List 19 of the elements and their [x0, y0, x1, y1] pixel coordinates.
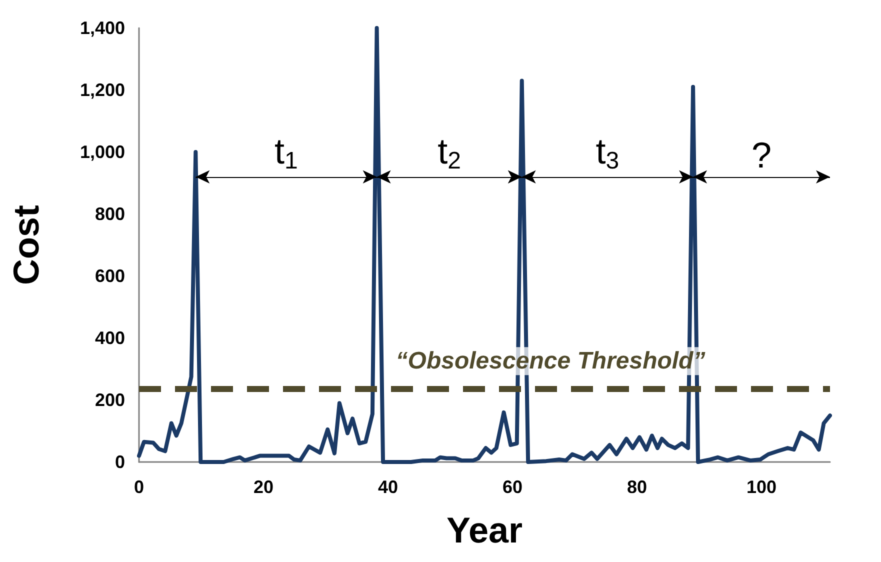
x-tick-label: 80 — [627, 477, 648, 497]
y-tick-label: 1,200 — [80, 80, 125, 100]
y-tick-label: 400 — [94, 328, 125, 348]
y-axis-title: Cost — [6, 204, 46, 285]
x-tick-label: 0 — [134, 477, 144, 497]
x-tick-label: 20 — [253, 477, 274, 497]
x-axis-title: Year — [446, 510, 523, 550]
y-tick-label: 600 — [94, 266, 125, 286]
x-tick-label: 40 — [378, 477, 398, 497]
ref-line-label: “Obsolescence Threshold” — [396, 348, 706, 375]
y-tick-label: 200 — [94, 390, 125, 410]
y-tick-label: 800 — [94, 204, 125, 224]
line-series — [137, 26, 832, 464]
x-tick-label: 60 — [502, 477, 523, 497]
x-tick-label: 100 — [746, 477, 777, 497]
y-tick-label: 0 — [114, 452, 125, 472]
y-tick-label: 1,400 — [80, 18, 125, 38]
y-tick-label: 1,000 — [80, 142, 125, 162]
annotation: ? — [752, 134, 772, 176]
